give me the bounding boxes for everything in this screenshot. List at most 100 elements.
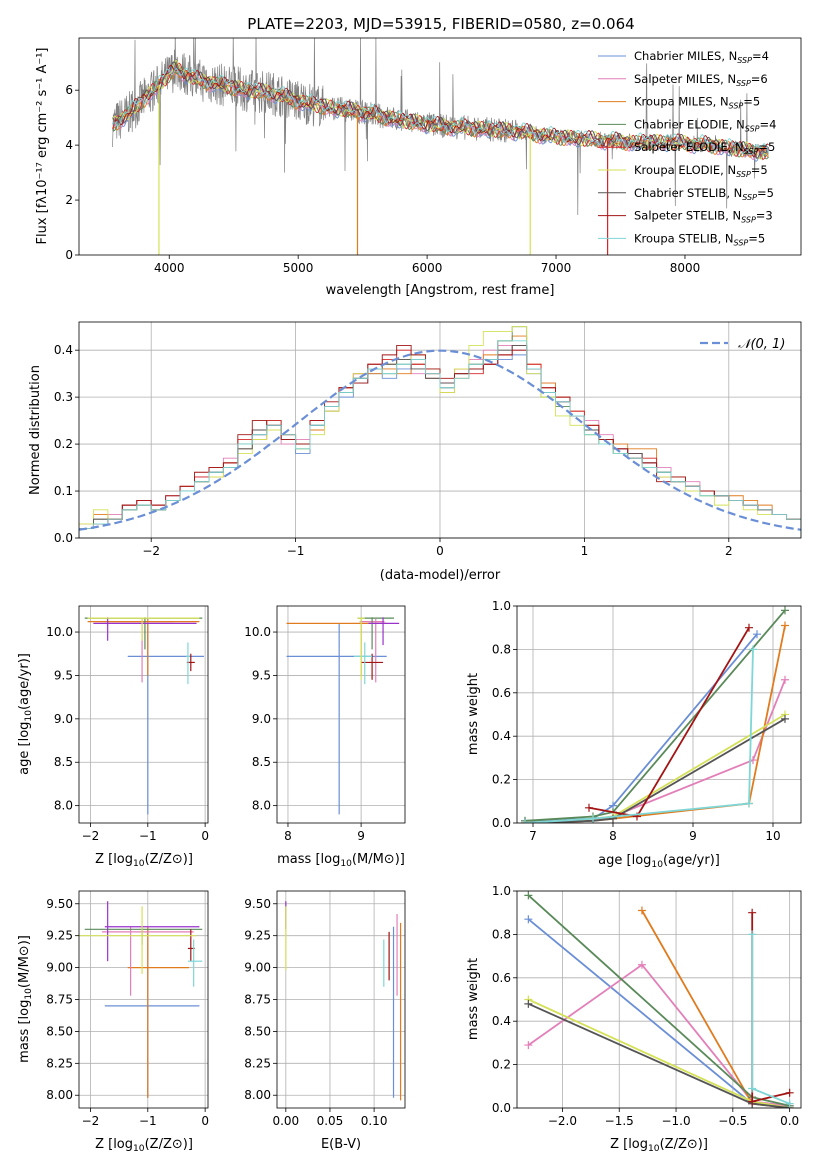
x-tick-label: 8000 — [670, 261, 701, 275]
data-point-marker — [524, 915, 533, 924]
legend-label: Salpeter STELIB, NSSP=3 — [634, 209, 773, 225]
plot-area — [112, 38, 769, 255]
y-axis-label: Normed distribution — [28, 365, 43, 495]
weight-series-line — [527, 894, 790, 1107]
y-tick-label: 0.8 — [492, 642, 511, 656]
x-tick-label: 1 — [581, 544, 589, 558]
y-tick-label: 8.25 — [46, 1056, 73, 1070]
legend-label: 𝒩(0, 1) — [738, 337, 785, 352]
data-point-marker — [785, 1088, 794, 1097]
data-point-marker — [745, 623, 753, 632]
data-point-marker — [524, 891, 533, 900]
data-point-marker — [781, 714, 789, 723]
y-tick-label: 0.0 — [492, 816, 511, 830]
plot-area — [79, 901, 203, 1098]
weight-series-line — [524, 649, 754, 823]
x-tick-label: 0 — [201, 1114, 209, 1128]
y-tick-label: 0.8 — [492, 927, 511, 941]
weight-series-line — [527, 963, 790, 1107]
data-point-marker — [585, 803, 593, 812]
axes-frame — [78, 605, 209, 824]
plot-spectrum: 4000 5000 6000 7000 8000 0 2 4 6 — [65, 37, 802, 275]
gaussian-curve — [79, 349, 801, 531]
plot-weight-vs-Z: −2.0 −1.5 −1.0 −0.5 0.0 0.0 0.2 0.4 0.6 0.8 1.0 — [492, 884, 802, 1128]
legend-label: Kroupa MILES, NSSP=5 — [634, 95, 760, 111]
histogram-step-line — [79, 340, 801, 538]
y-axis-label: mass [log10(M/M⊙)] — [17, 935, 34, 1063]
y-tick-label: 0.4 — [54, 343, 73, 357]
y-tick-label: 8.50 — [244, 1024, 271, 1038]
x-axis-label: Z [log10(Z/Z⊙)] — [610, 1137, 708, 1154]
plot-area — [285, 901, 402, 1101]
legend-label: Salpeter MILES, NSSP=6 — [634, 72, 768, 88]
weight-series-line — [524, 713, 786, 823]
x-tick-label: 2 — [725, 544, 733, 558]
y-tick-label: 0.1 — [54, 484, 73, 498]
x-tick-label: 0.0 — [780, 1114, 799, 1128]
data-point-marker — [589, 814, 597, 823]
plot-mass-vs-Z: −2 −1 0 8.00 8.25 8.50 8.75 9.00 9.25 9.50 — [46, 890, 209, 1128]
data-point-marker — [781, 621, 789, 630]
x-axis-label: Z [log10(Z/Z⊙)] — [95, 852, 193, 869]
x-tick-label: −1.0 — [661, 1114, 690, 1128]
data-point-marker — [781, 606, 789, 615]
y-tick-label: 0.2 — [54, 437, 73, 451]
plot-area — [79, 326, 801, 538]
y-tick-label: 9.50 — [244, 897, 271, 911]
x-axis-label: Z [log10(Z/Z⊙)] — [95, 1137, 193, 1154]
plot-age-vs-Z: −2 −1 0 8.0 8.5 9.0 9.5 10.0 — [46, 605, 209, 843]
plot-area — [286, 617, 400, 815]
y-tick-label: 8.25 — [244, 1056, 271, 1070]
x-tick-label: 9 — [689, 829, 697, 843]
data-point-marker — [748, 1097, 757, 1106]
x-tick-label: −1 — [139, 1114, 157, 1128]
x-tick-label: 5000 — [283, 261, 314, 275]
y-tick-label: 9.0 — [54, 712, 73, 726]
y-tick-label: 8.75 — [244, 993, 271, 1007]
plot-age-vs-mass: 8 9 8.0 8.5 9.0 9.5 10.0 — [244, 605, 406, 843]
x-tick-label: 4000 — [154, 261, 185, 275]
y-tick-label: 9.50 — [46, 897, 73, 911]
y-tick-label: 8.0 — [54, 799, 73, 813]
x-tick-label: 6000 — [412, 261, 443, 275]
legend-label: Kroupa STELIB, NSSP=5 — [634, 231, 765, 247]
x-tick-label: 0.10 — [361, 1114, 388, 1128]
x-axis-label: age [log10(age/yr)] — [598, 853, 720, 870]
y-axis-label: Flux [fλ10⁻¹⁷ erg cm⁻² s⁻¹ A⁻¹] — [35, 48, 50, 245]
y-tick-label: 6 — [65, 83, 73, 97]
spectrum-legend: Chabrier MILES, NSSP=4 Salpeter MILES, NS… — [598, 49, 776, 247]
x-tick-label: 8 — [284, 829, 292, 843]
axes-frame — [516, 890, 802, 1109]
plot-area — [524, 891, 794, 1108]
y-axis-label: age [log10(age/yr)] — [17, 653, 34, 775]
x-tick-label: −2 — [142, 544, 160, 558]
plot-mass-vs-EBV: 0.00 0.05 0.10 8.00 8.25 8.50 8.75 9.00 9.25 9.50 — [244, 890, 406, 1128]
x-axis-label: E(B-V) — [321, 1137, 361, 1152]
y-axis-label: mass weight — [466, 958, 481, 1040]
y-tick-label: 9.00 — [46, 961, 73, 975]
plot-residual-histogram: −2 −1 0 1 2 0.0 0.1 0.2 0.3 0.4 — [54, 321, 802, 558]
chart-title: PLATE=2203, MJD=53915, FIBERID=0580, z=0… — [247, 15, 634, 33]
x-tick-label: −1 — [139, 829, 157, 843]
y-tick-label: 10.0 — [244, 625, 271, 639]
weight-series-line — [524, 679, 786, 823]
y-tick-label: 0.0 — [492, 1101, 511, 1115]
data-point-marker — [745, 799, 753, 808]
legend-label: Chabrier STELIB, NSSP=5 — [634, 186, 774, 202]
x-tick-label: 7000 — [541, 261, 572, 275]
x-tick-label: −2.0 — [548, 1114, 577, 1128]
weight-series-line — [751, 912, 790, 1103]
legend-label: Chabrier MILES, NSSP=4 — [634, 49, 769, 65]
x-tick-label: 0.05 — [317, 1114, 344, 1128]
y-tick-label: 8.0 — [252, 799, 271, 813]
x-tick-label: −0.5 — [718, 1114, 747, 1128]
model-spectrum-line — [112, 59, 769, 160]
y-tick-label: 1.0 — [492, 599, 511, 613]
weight-series-line — [528, 998, 790, 1108]
plot-area — [84, 617, 204, 815]
y-tick-label: 8.75 — [46, 993, 73, 1007]
x-tick-label: −2 — [82, 829, 100, 843]
y-tick-label: 8.00 — [244, 1088, 271, 1102]
weight-series-line — [641, 910, 790, 1108]
y-tick-label: 9.5 — [252, 668, 271, 682]
